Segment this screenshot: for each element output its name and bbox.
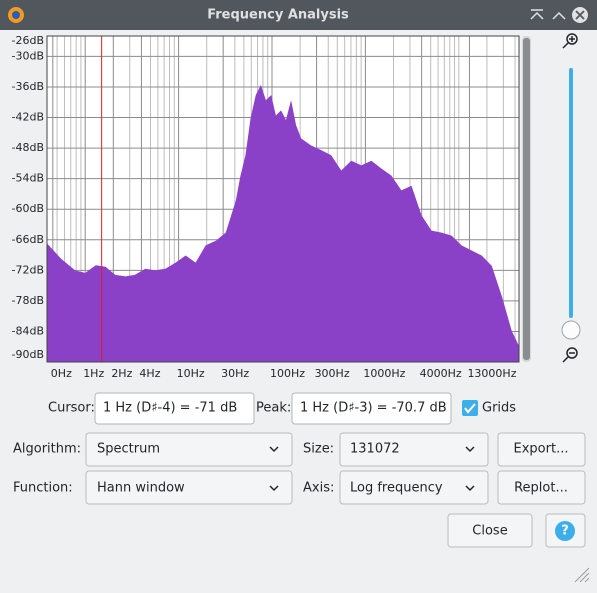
y-tick-label: -26dB — [12, 34, 45, 47]
maximize-button[interactable] — [552, 11, 566, 20]
size-combobox[interactable] — [339, 432, 489, 467]
window-title: Frequency Analysis — [207, 8, 349, 23]
keep-above-button[interactable] — [530, 9, 544, 20]
x-tick-label: 0Hz — [51, 367, 72, 380]
axis-combobox[interactable] — [339, 470, 489, 505]
grids-label[interactable]: Grids — [482, 401, 516, 416]
y-tick-label: -60dB — [12, 202, 45, 215]
close-button-label[interactable]: Close — [472, 524, 507, 539]
x-tick-label: 100Hz — [270, 367, 305, 380]
title-bar — [0, 0, 597, 30]
zoom-slider-track[interactable] — [569, 68, 573, 318]
x-tick-label: 30Hz — [221, 367, 249, 380]
cursor-value: 1 Hz (D♯-4) = -71 dB — [103, 401, 237, 416]
zoom-out-icon[interactable] — [562, 347, 578, 363]
zoom-in-icon[interactable] — [562, 33, 578, 49]
y-tick-label: -66dB — [12, 233, 45, 246]
function-value: Hann window — [97, 481, 185, 496]
resize-grip[interactable] — [574, 567, 590, 583]
size-label: Size: — [303, 442, 334, 457]
x-tick-label: 2Hz — [111, 367, 132, 380]
replot-button[interactable] — [497, 470, 586, 505]
y-tick-label: -42dB — [12, 111, 45, 124]
peak-field — [291, 392, 452, 425]
x-tick-label: 1000Hz — [363, 367, 405, 380]
spectrum-area — [47, 84, 519, 363]
y-tick-label: -90dB — [12, 348, 45, 361]
grids-checkbox[interactable] — [462, 400, 478, 416]
zoom-slider-handle[interactable] — [561, 320, 581, 340]
function-combobox[interactable] — [85, 470, 293, 505]
scrollbar-handle[interactable] — [523, 38, 530, 360]
y-tick-label: -30dB — [12, 49, 45, 62]
plot-border — [46, 35, 520, 363]
y-tick-label: -78dB — [12, 294, 45, 307]
export-button-label[interactable]: Export... — [514, 442, 569, 457]
replot-button-label[interactable]: Replot... — [514, 481, 568, 496]
y-tick-label: -72dB — [12, 263, 45, 276]
x-tick-label: 13000Hz — [467, 367, 516, 380]
x-tick-label: 1Hz — [83, 367, 104, 380]
algorithm-value: Spectrum — [97, 442, 160, 457]
axis-label: Axis: — [303, 481, 334, 496]
export-button[interactable] — [497, 432, 586, 467]
algorithm-combobox[interactable] — [85, 432, 293, 467]
y-tick-label: -36dB — [12, 80, 45, 93]
x-tick-label: 10Hz — [177, 367, 205, 380]
close-button[interactable] — [447, 513, 533, 548]
cursor-field — [94, 392, 255, 425]
plot — [47, 35, 519, 363]
help-button-label[interactable]: ? — [561, 524, 569, 539]
y-tick-label: -48dB — [12, 141, 45, 154]
y-tick-label: -54dB — [12, 172, 45, 185]
y-tick-label: -84dB — [12, 324, 45, 337]
function-label: Function: — [13, 481, 73, 496]
peak-value: 1 Hz (D♯-3) = -70.7 dB — [300, 401, 447, 416]
cursor-label: Cursor: — [48, 401, 95, 416]
x-tick-label: 300Hz — [315, 367, 350, 380]
axis-value: Log frequency — [350, 481, 443, 496]
algorithm-label: Algorithm: — [13, 442, 81, 457]
size-value: 131072 — [350, 442, 400, 457]
x-tick-label: 4000Hz — [420, 367, 462, 380]
x-tick-label: 4Hz — [139, 367, 160, 380]
peak-label: Peak: — [256, 401, 291, 416]
